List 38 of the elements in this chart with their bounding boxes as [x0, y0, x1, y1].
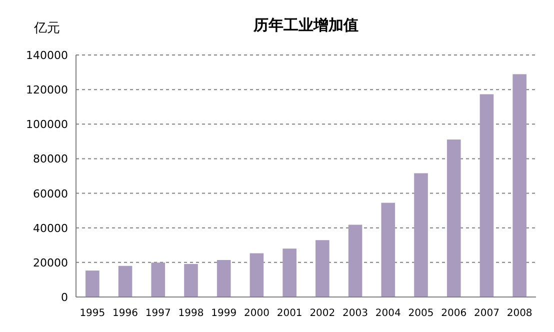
y-tick-label: 120000 [26, 84, 68, 97]
bar [86, 270, 100, 297]
x-tick-label: 1995 [80, 308, 106, 319]
bar [414, 173, 428, 297]
bar [316, 240, 330, 297]
bar [446, 140, 461, 297]
x-tick-label: 2005 [408, 308, 434, 319]
x-tick-label: 2000 [244, 308, 270, 319]
x-tick-label: 2002 [310, 308, 336, 319]
x-tick-label: 1998 [178, 308, 204, 319]
x-tick-label: 1997 [145, 308, 171, 319]
y-axis-title: 亿元 [33, 21, 60, 36]
y-tick-label: 100000 [26, 118, 68, 132]
y-tick-label: 140000 [26, 49, 68, 62]
x-tick-label: 2006 [441, 308, 467, 319]
bar [216, 260, 231, 297]
bar [282, 248, 296, 297]
bar [151, 262, 166, 297]
chart-title: 历年工业增加值 [252, 16, 358, 34]
y-tick-label: 0 [61, 291, 68, 304]
x-tick-label: 2001 [276, 308, 302, 319]
bar [480, 94, 494, 297]
y-tick-label: 60000 [33, 187, 68, 200]
y-tick-label: 40000 [33, 222, 68, 235]
x-tick-label: 2007 [474, 308, 500, 319]
x-tick-label: 2008 [506, 308, 532, 319]
bar [184, 264, 198, 297]
bar [512, 74, 526, 297]
y-tick-label: 20000 [33, 256, 68, 270]
x-tick-label: 2003 [342, 308, 368, 319]
x-tick-label: 1999 [211, 308, 237, 319]
x-tick-label: 2004 [375, 308, 401, 319]
bar [381, 202, 396, 297]
x-tick-label: 1996 [112, 308, 138, 319]
bar [250, 253, 264, 297]
bar [118, 266, 132, 297]
y-tick-label: 80000 [33, 152, 68, 166]
bar [348, 224, 362, 297]
